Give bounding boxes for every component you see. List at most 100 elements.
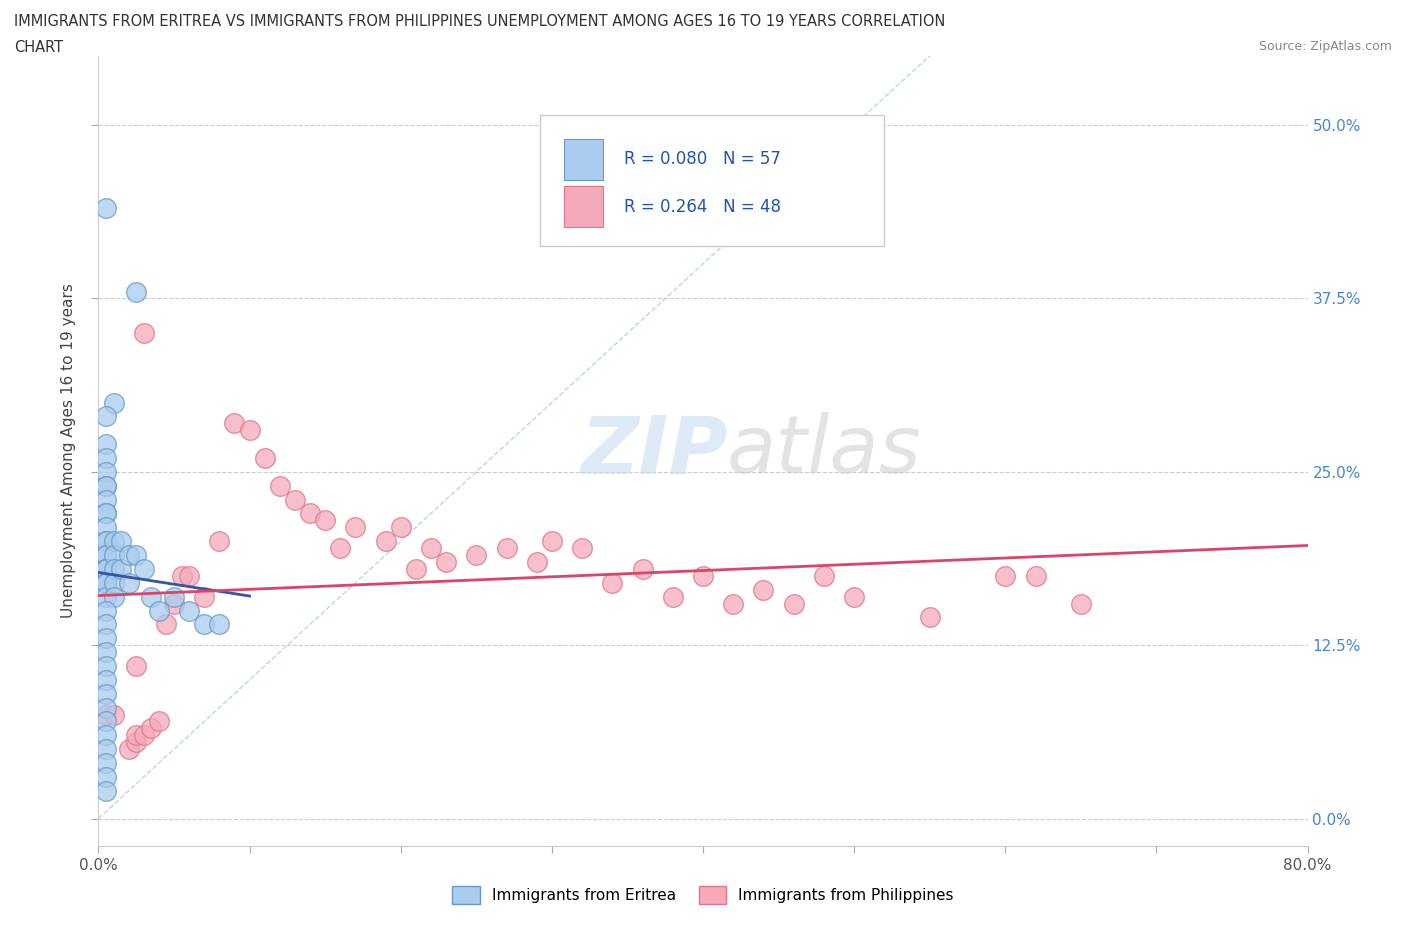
Point	[94, 603, 117, 618]
Point	[94, 520, 117, 535]
Point	[723, 596, 745, 611]
Point	[94, 450, 117, 465]
Point	[103, 707, 125, 722]
Point	[94, 534, 117, 549]
Point	[94, 631, 117, 645]
Point	[1070, 596, 1092, 611]
Point	[94, 769, 117, 784]
Point	[94, 658, 117, 673]
Point	[284, 492, 307, 507]
Point	[94, 576, 117, 591]
Point	[132, 562, 155, 577]
Point	[163, 590, 186, 604]
Point	[141, 590, 163, 604]
Point	[344, 520, 367, 535]
Point	[94, 201, 117, 216]
Text: Source: ZipAtlas.com: Source: ZipAtlas.com	[1258, 40, 1392, 53]
Point	[94, 478, 117, 493]
Point	[125, 735, 148, 750]
Point	[299, 506, 322, 521]
Point	[495, 540, 517, 555]
Point	[94, 783, 117, 798]
Point	[94, 562, 117, 577]
FancyBboxPatch shape	[564, 186, 603, 227]
Point	[94, 617, 117, 631]
Text: atlas: atlas	[727, 412, 922, 490]
Point	[918, 610, 941, 625]
Y-axis label: Unemployment Among Ages 16 to 19 years: Unemployment Among Ages 16 to 19 years	[60, 284, 76, 618]
FancyBboxPatch shape	[564, 139, 603, 179]
Point	[94, 576, 117, 591]
Text: CHART: CHART	[14, 40, 63, 55]
Point	[179, 568, 201, 583]
Point	[94, 686, 117, 701]
Point	[526, 554, 548, 569]
Point	[94, 534, 117, 549]
Point	[571, 540, 593, 555]
Text: IMMIGRANTS FROM ERITREA VS IMMIGRANTS FROM PHILIPPINES UNEMPLOYMENT AMONG AGES 1: IMMIGRANTS FROM ERITREA VS IMMIGRANTS FR…	[14, 14, 945, 29]
Point	[103, 576, 125, 591]
Point	[141, 721, 163, 736]
Point	[94, 478, 117, 493]
Point	[94, 548, 117, 563]
Point	[405, 562, 427, 577]
Point	[94, 506, 117, 521]
Point	[94, 576, 117, 591]
Point	[94, 492, 117, 507]
Text: R = 0.080   N = 57: R = 0.080 N = 57	[624, 151, 782, 168]
Point	[103, 395, 125, 410]
Point	[783, 596, 806, 611]
Point	[631, 562, 654, 577]
FancyBboxPatch shape	[540, 115, 884, 246]
Point	[148, 603, 170, 618]
Point	[193, 590, 215, 604]
Point	[94, 644, 117, 659]
Point	[389, 520, 412, 535]
Point	[132, 326, 155, 340]
Point	[94, 506, 117, 521]
Point	[110, 562, 132, 577]
Point	[94, 562, 117, 577]
Point	[420, 540, 443, 555]
Point	[193, 617, 215, 631]
Point	[94, 672, 117, 687]
Point	[602, 576, 624, 591]
Point	[94, 437, 117, 452]
Point	[125, 728, 148, 743]
Point	[94, 562, 117, 577]
Point	[103, 562, 125, 577]
Point	[118, 548, 141, 563]
Point	[94, 464, 117, 479]
Text: ZIP: ZIP	[579, 412, 727, 490]
Point	[94, 590, 117, 604]
Point	[148, 714, 170, 729]
Point	[994, 568, 1017, 583]
Point	[103, 548, 125, 563]
Point	[844, 590, 866, 604]
Point	[103, 534, 125, 549]
Legend: Immigrants from Eritrea, Immigrants from Philippines: Immigrants from Eritrea, Immigrants from…	[446, 880, 960, 910]
Point	[125, 285, 148, 299]
Point	[208, 534, 231, 549]
Point	[94, 700, 117, 715]
Point	[94, 562, 117, 577]
Point	[125, 548, 148, 563]
Point	[239, 423, 262, 438]
Point	[253, 450, 276, 465]
Point	[752, 582, 775, 597]
Point	[103, 590, 125, 604]
Point	[132, 728, 155, 743]
Point	[692, 568, 714, 583]
Point	[465, 548, 488, 563]
Point	[813, 568, 835, 583]
Point	[224, 416, 246, 431]
Point	[94, 409, 117, 424]
Point	[661, 590, 683, 604]
Point	[179, 603, 201, 618]
Point	[94, 742, 117, 757]
Point	[314, 513, 336, 528]
Point	[329, 540, 352, 555]
Point	[374, 534, 396, 549]
Point	[155, 617, 177, 631]
Point	[94, 756, 117, 771]
